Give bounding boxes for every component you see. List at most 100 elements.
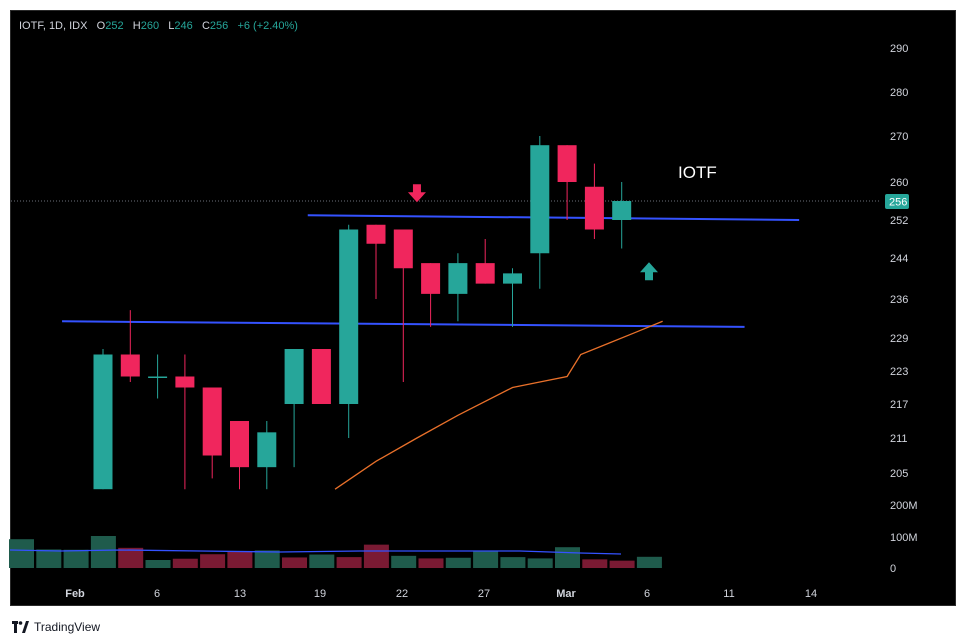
time-tick-label: 27 — [478, 588, 490, 600]
candle-body — [584, 186, 604, 230]
candle-body — [393, 229, 413, 269]
down-arrow-icon — [407, 184, 426, 203]
tradingview-logo-icon — [12, 621, 30, 633]
volume-bar — [118, 547, 144, 568]
volume-bar — [445, 557, 471, 568]
time-tick-label: 6 — [154, 588, 160, 600]
candle-body — [339, 229, 359, 404]
candle-body — [612, 201, 632, 220]
candle-body — [503, 273, 522, 284]
volume-bar — [363, 544, 389, 568]
candle[interactable] — [393, 229, 413, 383]
markers — [407, 184, 658, 281]
volume-tick-label: 100M — [890, 532, 918, 544]
price-tick-label: 252 — [890, 215, 908, 227]
candle[interactable] — [257, 421, 277, 490]
trendline-2[interactable] — [307, 214, 800, 221]
volume-bar — [336, 557, 362, 568]
candle-body — [93, 354, 113, 490]
candle[interactable] — [202, 387, 222, 479]
candle[interactable] — [175, 354, 195, 490]
volume-tick-label: 0 — [890, 563, 896, 575]
candle[interactable] — [284, 349, 304, 468]
price-tick-label: 205 — [890, 468, 908, 480]
candle-body — [366, 224, 386, 244]
candle-body — [148, 376, 168, 378]
up-arrow-icon — [640, 262, 658, 281]
candle[interactable] — [311, 349, 331, 404]
time-axis[interactable]: Feb 6 13 19 22 27 Mar 6 11 14 — [65, 588, 817, 600]
candle[interactable] — [421, 263, 441, 327]
candle[interactable] — [584, 163, 604, 239]
moving-average — [334, 320, 663, 490]
high-value: 260 — [140, 20, 160, 32]
candle[interactable] — [230, 421, 249, 490]
volume-bar — [63, 549, 89, 568]
open-label: O — [96, 20, 106, 32]
candle[interactable] — [120, 310, 140, 382]
moving-average-line — [334, 320, 663, 490]
volume-bar — [9, 539, 34, 568]
volume-bar — [145, 560, 171, 568]
candle[interactable] — [448, 253, 468, 322]
volume-bar — [609, 560, 635, 568]
low-value: 246 — [174, 20, 193, 32]
candle[interactable] — [148, 354, 168, 399]
volume-bar — [500, 557, 526, 568]
volume-bar — [582, 559, 608, 568]
time-tick-label: 6 — [644, 588, 650, 600]
price-tick-label: 270 — [890, 131, 908, 143]
price-tick-label: 223 — [890, 366, 908, 378]
time-tick-label: Mar — [556, 588, 576, 600]
candle-body — [475, 263, 495, 284]
candle-body — [202, 387, 222, 456]
close-value: 256 — [209, 20, 229, 32]
price-tick-label: 290 — [890, 43, 908, 55]
candle-body — [557, 145, 577, 182]
open-value: 252 — [105, 20, 124, 32]
volume-bar — [636, 556, 662, 568]
close-label: C — [201, 20, 210, 32]
candle[interactable] — [93, 349, 113, 490]
volume-bar — [309, 554, 335, 568]
volume-bar — [172, 558, 198, 568]
time-tick-label: Feb — [65, 588, 85, 600]
candle[interactable] — [530, 136, 550, 289]
price-tick-label: 229 — [890, 333, 908, 345]
ohlc-legend: IOTF, 1D, IDX O252 H260 L246 C256 +6 (+2… — [19, 20, 298, 32]
time-tick-label: 14 — [805, 588, 817, 600]
candle-body — [284, 349, 304, 404]
symbol-annotation: IOTF — [678, 163, 717, 182]
current-price-tag-label: 256 — [889, 197, 907, 209]
volume-bar — [36, 549, 62, 568]
volume-bar — [418, 558, 444, 568]
chart-frame: IOTF, 1D, IDX O252 H260 L246 C256 +6 (+2… — [10, 10, 956, 606]
candle[interactable] — [503, 268, 522, 327]
time-tick-label: 13 — [234, 588, 246, 600]
candles — [93, 136, 632, 490]
candle-body — [311, 349, 331, 404]
candle-body — [175, 376, 195, 388]
price-tick-label: 244 — [890, 253, 908, 265]
candle-body — [421, 263, 441, 294]
candle[interactable] — [366, 224, 386, 299]
candle[interactable] — [339, 224, 359, 438]
price-axis[interactable]: 290 280 270 260 252 244 236 229 223 217 211 205 — [890, 43, 908, 480]
candle[interactable] — [557, 145, 577, 220]
volume-bar — [282, 557, 307, 568]
change-value: +6 (+2.40%) — [237, 20, 298, 32]
volume-bar — [227, 552, 253, 568]
time-tick-label: 22 — [396, 588, 408, 600]
volume-average-line — [9, 549, 622, 555]
volume-tick-label: 200M — [890, 500, 918, 512]
price-tick-label: 280 — [890, 87, 908, 99]
price-tick-label: 260 — [890, 177, 908, 189]
candle[interactable] — [475, 239, 495, 284]
time-tick-label: 11 — [723, 588, 734, 600]
current-price-tag-bg — [885, 194, 909, 209]
candle-body — [530, 145, 550, 254]
candle[interactable] — [612, 182, 632, 249]
volume-bar — [527, 558, 553, 568]
candle-body — [120, 354, 140, 377]
